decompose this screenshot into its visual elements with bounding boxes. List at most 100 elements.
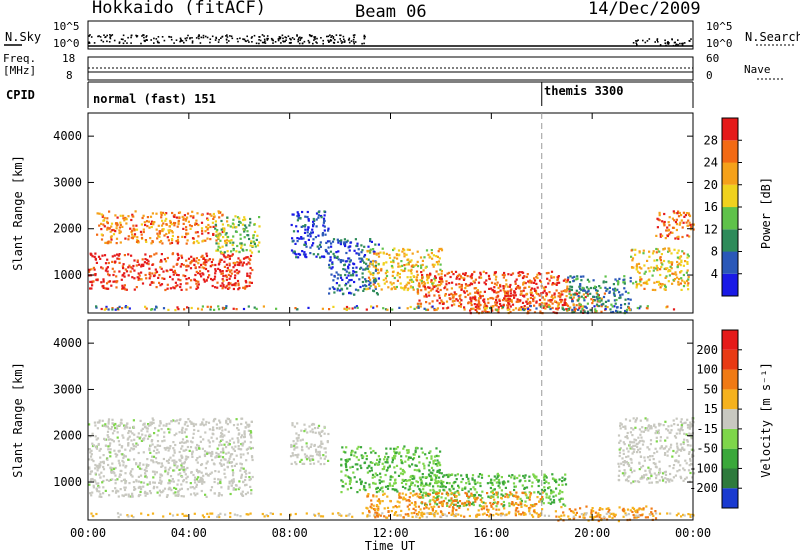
heatmap-cell <box>159 284 162 287</box>
heatmap-cell <box>437 480 440 483</box>
heatmap-cell <box>595 289 598 292</box>
heatmap-cell <box>181 438 185 441</box>
heatmap-cell <box>665 229 668 232</box>
heatmap-cell <box>102 424 106 428</box>
heatmap-cell <box>167 308 170 311</box>
heatmap-cell <box>238 250 241 254</box>
heatmap-cell <box>190 255 193 258</box>
heatmap-cell <box>502 480 505 483</box>
heatmap-cell <box>427 473 431 476</box>
heatmap-cell <box>539 305 542 308</box>
heatmap-cell <box>234 215 237 218</box>
heatmap-cell <box>241 264 244 267</box>
heatmap-cell <box>250 436 253 439</box>
heatmap-cell <box>613 294 616 297</box>
heatmap-cell <box>249 266 252 270</box>
heatmap-cell <box>406 248 409 251</box>
heatmap-cell <box>348 249 351 252</box>
heatmap-cell <box>323 219 326 222</box>
heatmap-cell <box>492 514 495 517</box>
heatmap-cell <box>385 452 388 455</box>
heatmap-cell <box>249 441 252 444</box>
heatmap-cell <box>634 248 637 251</box>
heatmap-cell <box>169 221 172 224</box>
heatmap-cell <box>323 210 326 213</box>
noise-point <box>674 41 676 44</box>
noise-point <box>348 37 351 40</box>
heatmap-cell <box>436 485 440 488</box>
heatmap-cell <box>409 487 412 491</box>
heatmap-cell <box>245 421 248 424</box>
heatmap-cell <box>97 482 100 485</box>
heatmap-cell <box>604 305 607 308</box>
heatmap-cell <box>500 493 503 496</box>
heatmap-cell <box>614 278 617 281</box>
heatmap-cell <box>612 292 616 295</box>
heatmap-cell <box>470 308 473 311</box>
heatmap-cell <box>523 281 526 284</box>
heatmap-cell <box>551 306 554 310</box>
heatmap-cell <box>533 504 536 507</box>
heatmap-cell <box>214 269 217 273</box>
heatmap-cell <box>250 492 253 495</box>
heatmap-cell <box>674 271 677 274</box>
heatmap-cell <box>440 482 443 485</box>
heatmap-cell <box>181 426 184 429</box>
heatmap-cell <box>317 445 320 448</box>
noise-right-tick-top: 10^5 <box>706 20 733 33</box>
heatmap-cell <box>421 476 424 479</box>
heatmap-cell <box>479 290 482 294</box>
heatmap-cell <box>446 504 449 507</box>
heatmap-cell <box>230 250 233 253</box>
heatmap-cell <box>677 249 680 252</box>
heatmap-cell <box>175 273 179 276</box>
heatmap-cell <box>115 242 118 245</box>
noise-point <box>283 40 285 43</box>
noise-point <box>332 41 335 44</box>
heatmap-cell <box>106 258 109 261</box>
heatmap-cell <box>435 261 438 264</box>
heatmap-cell <box>416 250 419 253</box>
heatmap-cell <box>552 311 555 314</box>
heatmap-cell <box>505 279 508 282</box>
heatmap-cell <box>368 265 371 268</box>
heatmap-cell <box>220 228 223 231</box>
heatmap-cell <box>153 481 156 484</box>
heatmap-cell <box>602 295 606 299</box>
heatmap-cell <box>440 282 443 285</box>
heatmap-cell <box>140 429 143 432</box>
heatmap-cell <box>195 222 198 225</box>
heatmap-cell <box>421 275 424 278</box>
heatmap-cell <box>457 484 460 487</box>
heatmap-cell <box>385 252 388 255</box>
heatmap-cell <box>99 493 102 496</box>
heatmap-cell <box>120 419 123 422</box>
heatmap-cell <box>356 491 359 494</box>
heatmap-cell <box>225 269 228 273</box>
heatmap-cell <box>231 482 234 485</box>
heatmap-cell <box>416 495 419 498</box>
heatmap-cell <box>419 478 422 481</box>
heatmap-cell <box>349 274 353 277</box>
heatmap-cell <box>229 275 232 278</box>
freq-panel <box>87 56 785 81</box>
heatmap-cell <box>196 231 199 234</box>
heatmap-cell <box>518 480 521 483</box>
heatmap-cell <box>668 216 671 219</box>
heatmap-cell <box>442 475 445 478</box>
heatmap-cell <box>378 284 381 287</box>
heatmap-cell <box>137 263 141 266</box>
heatmap-cell <box>166 283 169 286</box>
heatmap-cell <box>497 474 501 477</box>
heatmap-cell <box>515 286 519 289</box>
heatmap-cell <box>458 500 462 503</box>
heatmap-cell <box>668 233 671 236</box>
heatmap-cell <box>459 275 462 278</box>
heatmap-cell <box>567 307 571 310</box>
heatmap-cell <box>572 280 575 283</box>
heatmap-cell <box>213 278 216 281</box>
heatmap-cell <box>296 230 299 233</box>
heatmap-cell <box>442 302 445 305</box>
heatmap-cell <box>238 480 241 483</box>
heatmap-cell <box>492 297 495 300</box>
